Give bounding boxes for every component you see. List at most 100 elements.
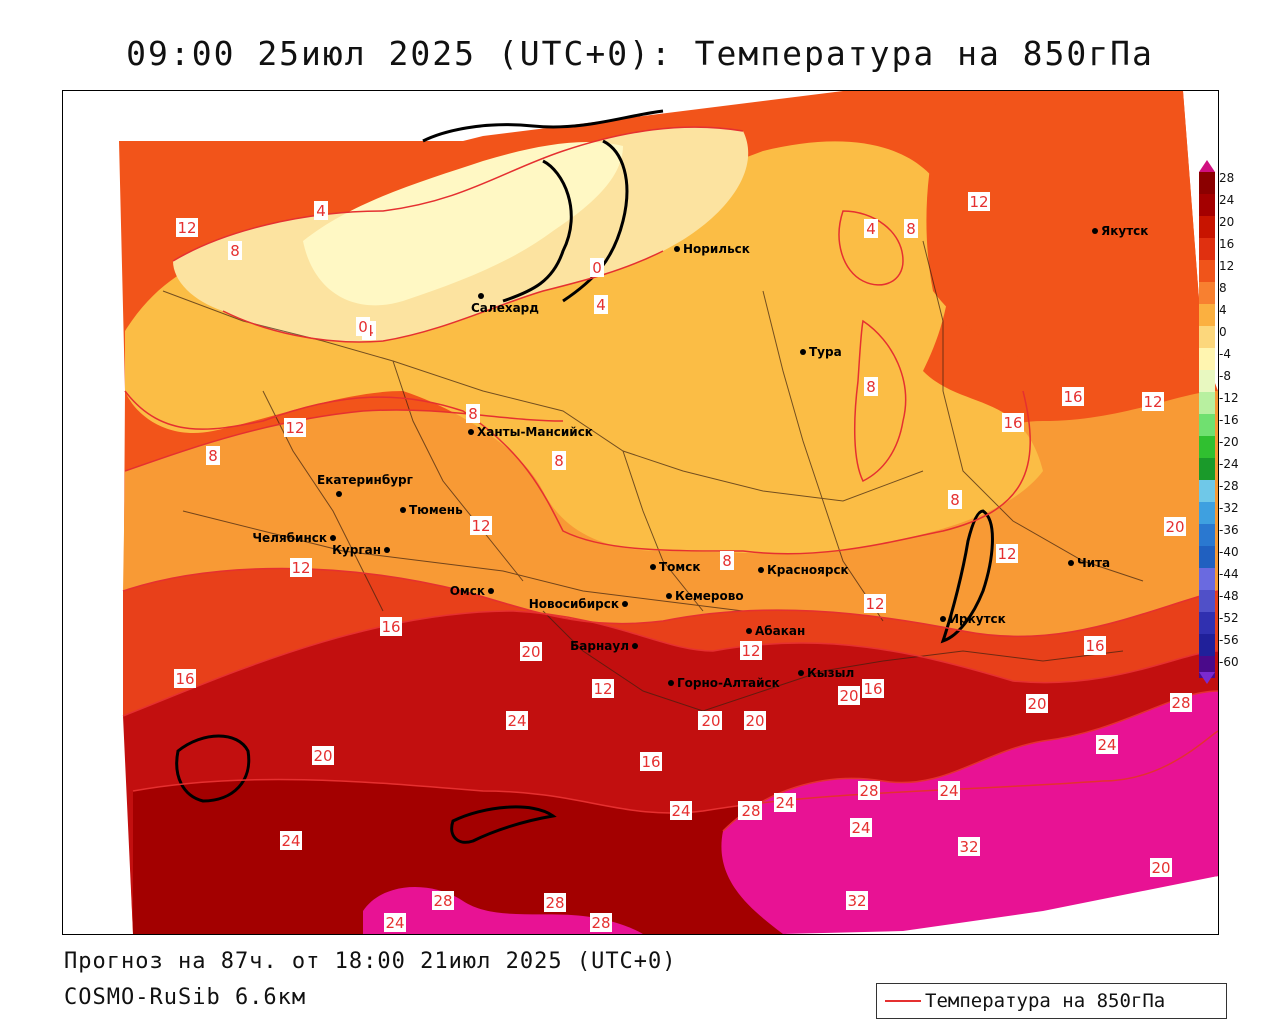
- city-marker: [632, 643, 638, 649]
- svg-text:20: 20: [745, 712, 764, 730]
- city-marker: [650, 564, 656, 570]
- contour-label: 8: [720, 551, 734, 570]
- svg-text:24: 24: [507, 712, 526, 730]
- city-marker: [758, 567, 764, 573]
- colorbar-tick-label: -20: [1219, 435, 1239, 449]
- city-label: Кызыл: [807, 666, 854, 680]
- contour-label: 24: [850, 818, 872, 837]
- svg-text:28: 28: [859, 782, 878, 800]
- contour-label: 24: [774, 793, 796, 812]
- svg-text:8: 8: [468, 405, 478, 423]
- contour-label: 28: [858, 781, 880, 800]
- colorbar-cell: [1199, 590, 1215, 612]
- svg-text:12: 12: [865, 595, 884, 613]
- svg-text:12: 12: [969, 193, 988, 211]
- colorbar-tick-label: -60: [1219, 655, 1239, 669]
- colorbar-tick-label: 28: [1219, 171, 1235, 185]
- colorbar-tick-label: -16: [1219, 413, 1239, 427]
- contour-label: 8: [948, 490, 962, 509]
- colorbar-cell: [1199, 546, 1215, 568]
- colorbar-cell: [1199, 414, 1215, 436]
- city-label: Челябинск: [252, 531, 327, 545]
- legend: Температура на 850гПа: [876, 983, 1227, 1019]
- city-label: Ханты-Мансийск: [477, 425, 593, 439]
- svg-text:16: 16: [175, 670, 194, 688]
- svg-text:8: 8: [950, 491, 960, 509]
- svg-text:12: 12: [291, 559, 310, 577]
- svg-text:28: 28: [433, 892, 452, 910]
- svg-text:20: 20: [839, 687, 858, 705]
- contour-label: 32: [846, 891, 868, 910]
- svg-text:0: 0: [358, 318, 368, 336]
- contour-label: 20: [700, 711, 722, 730]
- city-label: Курган: [332, 543, 381, 557]
- colorbar-cell: [1199, 326, 1215, 348]
- contour-label: 24: [384, 913, 406, 932]
- city-marker: [468, 429, 474, 435]
- contour-label: 12: [290, 558, 312, 577]
- colorbar-cell: [1199, 304, 1215, 326]
- temperature-map[interactable]: 1284044088128121284128816161281220121616…: [62, 90, 1219, 935]
- contour-label: 8: [904, 219, 918, 238]
- svg-text:16: 16: [381, 618, 400, 636]
- svg-text:12: 12: [997, 545, 1016, 563]
- svg-text:20: 20: [521, 643, 540, 661]
- svg-text:24: 24: [775, 794, 794, 812]
- svg-text:8: 8: [722, 552, 732, 570]
- contour-label: 16: [862, 679, 884, 698]
- colorbar-cell: [1199, 568, 1215, 590]
- lake-baikal: [940, 509, 994, 644]
- contour-labels: 1284044088128121284128816161281220121616…: [174, 192, 1192, 932]
- colorbar-tick-label: 20: [1219, 215, 1235, 229]
- colorbar-tick-label: -4: [1219, 347, 1231, 361]
- city-label: Норильск: [683, 242, 750, 256]
- svg-text:24: 24: [385, 914, 404, 932]
- city-marker: [1068, 560, 1074, 566]
- colorbar: [1199, 160, 1215, 684]
- city-marker: [746, 628, 752, 634]
- svg-text:32: 32: [959, 838, 978, 856]
- colorbar-cell: [1199, 348, 1215, 370]
- contour-label: 16: [174, 669, 196, 688]
- colorbar-cell: [1199, 282, 1215, 304]
- svg-text:20: 20: [701, 712, 720, 730]
- lake-balkhash: [450, 805, 557, 844]
- contour-label: 12: [740, 641, 762, 660]
- contour-label: 12: [470, 516, 492, 535]
- city-marker: [798, 670, 804, 676]
- contour-label: 8: [552, 451, 566, 470]
- svg-text:12: 12: [177, 219, 196, 237]
- colorbar-tick-label: 24: [1219, 193, 1235, 207]
- colorbar-tick-label: 12: [1219, 259, 1235, 273]
- colorbar-cell: [1199, 194, 1215, 216]
- colorbar-tick-label: 8: [1219, 281, 1227, 295]
- contour-label: 28: [590, 913, 612, 932]
- contour-label: 12: [176, 218, 198, 237]
- svg-text:32: 32: [847, 892, 866, 910]
- svg-text:20: 20: [1165, 518, 1184, 536]
- colorbar-tick-label: -36: [1219, 523, 1239, 537]
- contour-label: 28: [740, 801, 762, 820]
- colorbar-tick-label: 0: [1219, 325, 1227, 339]
- colorbar-tick-label: -12: [1219, 391, 1239, 405]
- forecast-info: Прогноз на 87ч. от 18:00 21июл 2025 (UTC…: [64, 949, 677, 974]
- svg-text:28: 28: [545, 894, 564, 912]
- contour-label: 16: [640, 752, 662, 771]
- city-label: Кемерово: [675, 589, 744, 603]
- city-label: Тура: [809, 345, 842, 359]
- svg-text:24: 24: [1097, 736, 1116, 754]
- svg-text:20: 20: [313, 747, 332, 765]
- colorbar-tick-label: -24: [1219, 457, 1239, 471]
- svg-text:12: 12: [471, 517, 490, 535]
- colorbar-tick-label: -44: [1219, 567, 1239, 581]
- contour-label: 20: [312, 746, 334, 765]
- city-label: Горно-Алтайск: [677, 676, 780, 690]
- svg-text:12: 12: [741, 642, 760, 660]
- svg-text:0: 0: [592, 259, 602, 277]
- city-marker: [940, 616, 946, 622]
- city-label: Екатеринбург: [317, 473, 413, 487]
- svg-text:8: 8: [866, 378, 876, 396]
- svg-text:16: 16: [641, 753, 660, 771]
- colorbar-tick-label: -48: [1219, 589, 1239, 603]
- isotherm-fill-0: [303, 141, 623, 306]
